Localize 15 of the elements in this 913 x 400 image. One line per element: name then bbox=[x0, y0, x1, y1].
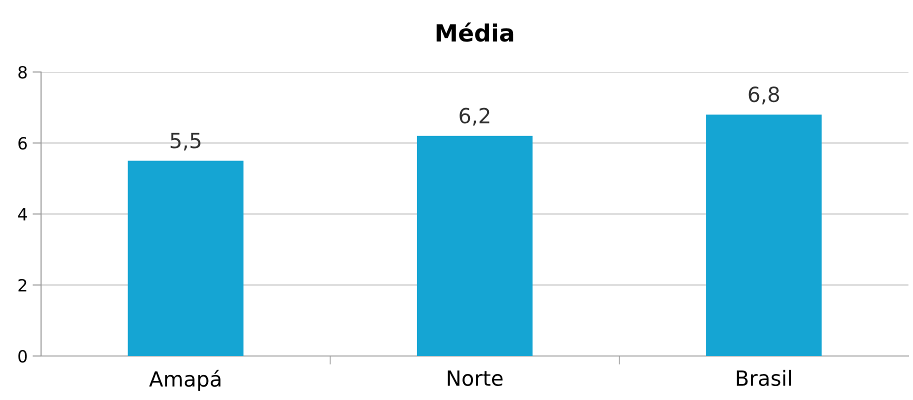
bar bbox=[416, 136, 533, 356]
bar bbox=[706, 114, 822, 356]
y-tick-label: 2 bbox=[18, 278, 26, 292]
x-tick-label: Brasil bbox=[736, 370, 791, 386]
data-label: 6,8 bbox=[748, 86, 780, 104]
chart-title: Média bbox=[436, 22, 514, 42]
y-tick-label: 6 bbox=[18, 136, 27, 150]
y-tick-label: 0 bbox=[18, 350, 27, 363]
x-tick-label: Norte bbox=[448, 370, 503, 386]
data-label: 5,5 bbox=[170, 132, 200, 151]
data-label: 6,2 bbox=[460, 108, 490, 126]
y-tick-label: 8 bbox=[18, 66, 27, 79]
bar bbox=[128, 160, 244, 356]
y-tick-label: 4 bbox=[18, 208, 27, 220]
x-tick-label: Amapá bbox=[149, 370, 220, 391]
